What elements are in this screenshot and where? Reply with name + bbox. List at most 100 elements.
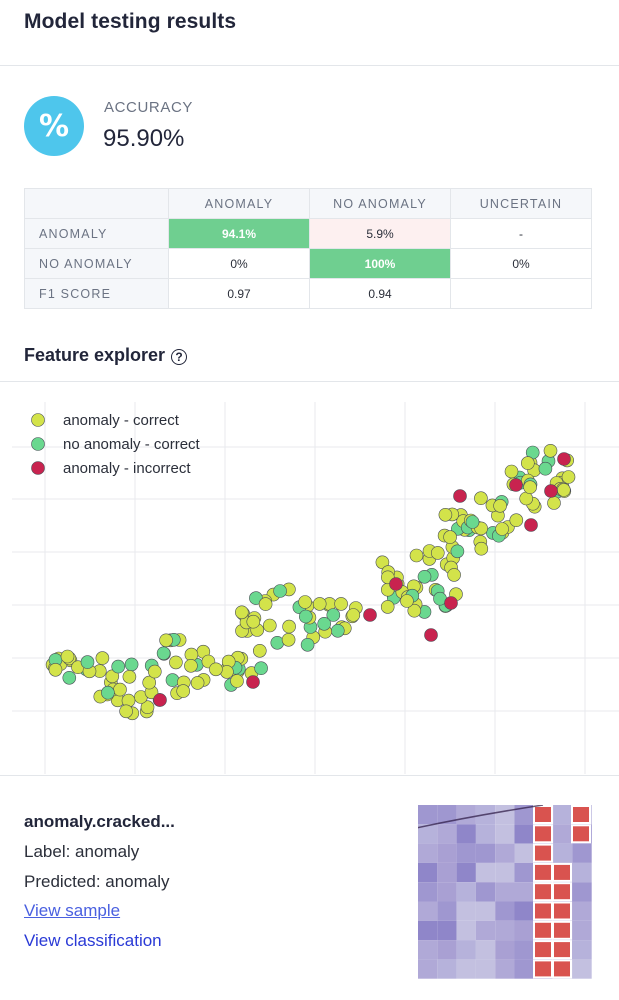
scatter-point: [547, 496, 561, 510]
thumbnail-cell: [553, 843, 573, 863]
thumbnail-cell-highlight: [533, 901, 553, 921]
scatter-point: [407, 603, 422, 618]
thumbnail-cell: [514, 901, 534, 921]
view-sample-link[interactable]: View sample: [24, 901, 121, 920]
thumbnail-cell-highlight: [533, 882, 553, 902]
scatter-point: [48, 662, 63, 677]
thumbnail-cell: [456, 959, 476, 979]
thumbnail-cell: [456, 824, 476, 844]
scatter-point: [159, 633, 173, 648]
scatter-point: [140, 700, 155, 715]
scatter-point: [504, 464, 519, 479]
thumbnail-cell: [437, 862, 457, 883]
thumbnail-cell-highlight: [571, 805, 591, 824]
sample-image-thumbnail[interactable]: [418, 805, 592, 979]
thumbnail-cell: [418, 824, 438, 844]
scatter-point: [450, 544, 465, 559]
scatter-point: [111, 659, 125, 674]
matrix-cell: -: [450, 218, 592, 249]
scatter-point: [254, 661, 268, 676]
scatter-point: [544, 484, 558, 498]
thumbnail-cell: [418, 843, 438, 863]
scatter-point: [249, 591, 263, 605]
thumbnail-cell: [495, 805, 515, 825]
thumbnail-cell: [456, 805, 476, 825]
scatter-point: [62, 670, 77, 685]
scatter-point: [474, 541, 489, 556]
thumbnail-cell: [475, 901, 496, 921]
thumbnail-cell: [418, 959, 438, 979]
thumbnail-cell: [495, 920, 515, 941]
thumbnail-cell: [437, 920, 457, 941]
thumbnail-cell: [475, 882, 496, 902]
scatter-point: [509, 478, 523, 492]
thumbnail-cell-highlight: [533, 843, 553, 863]
scatter-point: [184, 658, 198, 673]
feature-explorer-title: Feature explorer ?: [24, 345, 188, 366]
thumbnail-cell: [495, 843, 515, 863]
thumbnail-cell: [514, 920, 534, 941]
scatter-point: [417, 570, 432, 584]
page-title: Model testing results: [24, 10, 237, 33]
scatter-point: [169, 655, 183, 670]
matrix-row-f1: F1 SCORE: [24, 278, 169, 309]
thumbnail-cell: [514, 959, 534, 979]
feature-explorer-label: Feature explorer: [24, 345, 166, 365]
matrix-cell: 0%: [450, 248, 592, 279]
scatter-point: [443, 530, 457, 544]
thumbnail-cell: [418, 920, 438, 941]
feature-explorer-chart[interactable]: anomaly - correct no anomaly - correct ano…: [0, 382, 619, 777]
thumbnail-cell-highlight: [552, 940, 572, 960]
scatter-point: [119, 704, 133, 719]
thumbnail-cell: [437, 959, 457, 979]
thumbnail-cell: [495, 959, 515, 979]
scatter-point: [444, 596, 458, 610]
thumbnail-cell: [456, 862, 476, 883]
thumbnail-cell: [495, 862, 515, 883]
thumbnail-cell: [475, 940, 496, 960]
thumbnail-cell-highlight: [552, 920, 572, 940]
scatter-point: [142, 675, 156, 690]
legend-label: no anomaly - correct: [63, 436, 201, 453]
thumbnail-cell: [572, 843, 592, 863]
scatter-point: [298, 595, 312, 609]
matrix-cell: 0%: [168, 248, 310, 279]
scatter-point: [156, 646, 171, 661]
thumbnail-cell: [475, 959, 496, 979]
thumbnail-cell: [475, 843, 496, 863]
scatter-point: [363, 608, 377, 622]
matrix-row-anomaly: ANOMALY: [24, 218, 169, 249]
section-divider: [0, 381, 619, 382]
thumbnail-cell-highlight: [552, 901, 572, 921]
thumbnail-cell: [572, 882, 592, 902]
thumbnail-cell-highlight: [552, 882, 572, 902]
thumbnail-cell: [475, 862, 496, 883]
scatter-point: [281, 632, 296, 647]
thumbnail-cell: [514, 805, 534, 825]
thumbnail-cell: [456, 843, 476, 863]
thumbnail-cell: [418, 862, 438, 883]
scatter-point: [557, 452, 571, 466]
legend-marker: [31, 461, 45, 475]
scatter-point: [465, 515, 480, 529]
scatter-point: [334, 597, 348, 611]
matrix-cell: 100%: [309, 248, 451, 279]
scatter-point: [447, 568, 461, 582]
thumbnail-cell: [514, 862, 534, 883]
scatter-point: [122, 669, 137, 684]
scatter-point: [246, 614, 261, 629]
view-classification-link[interactable]: View classification: [24, 931, 162, 950]
thumbnail-cell: [456, 940, 476, 960]
legend-label: anomaly - correct: [63, 412, 180, 429]
scatter-point: [252, 643, 267, 658]
scatter-point: [235, 605, 249, 620]
scatter-point: [312, 597, 327, 611]
thumbnail-cell-highlight: [533, 940, 553, 960]
thumbnail-cell: [475, 824, 496, 844]
header-divider: [0, 65, 619, 66]
scatter-point: [409, 548, 424, 563]
accuracy-value: 95.90%: [103, 125, 185, 152]
thumbnail-cell: [495, 882, 515, 902]
question-circle-icon[interactable]: ?: [171, 348, 188, 365]
scatter-point: [124, 657, 139, 672]
